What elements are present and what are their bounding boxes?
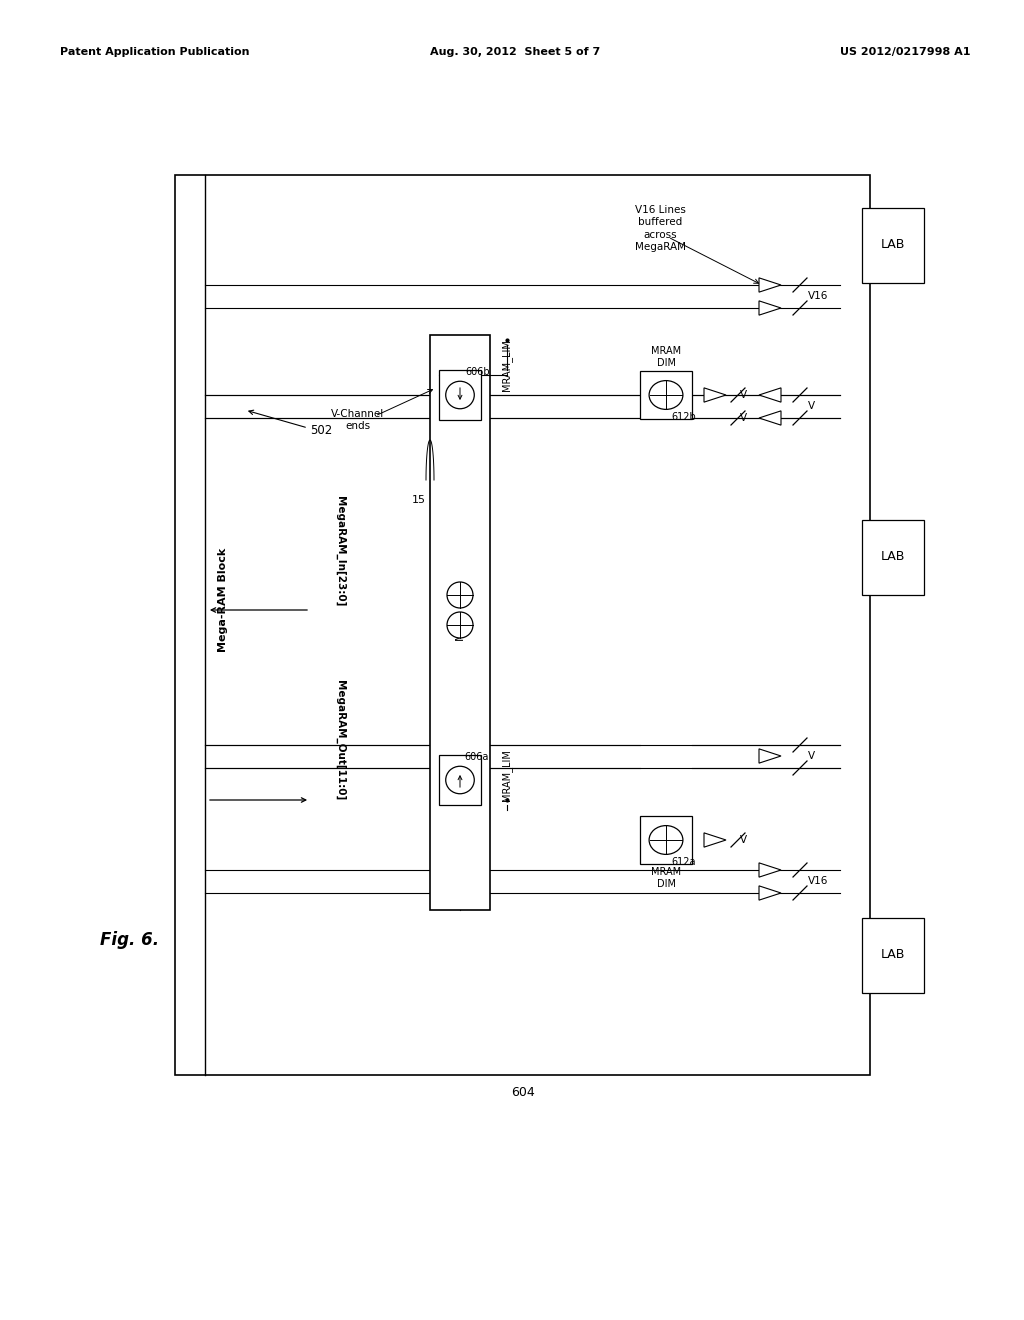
Circle shape [447,612,473,638]
Text: Mega-RAM Block: Mega-RAM Block [218,548,228,652]
Text: V16: V16 [808,876,828,886]
Text: V: V [740,836,748,845]
Bar [439,755,481,805]
Text: Patent Application Publication: Patent Application Publication [60,48,250,57]
Text: MegaRAM_In[23:0]: MegaRAM_In[23:0] [335,495,345,606]
Text: 612b: 612b [671,412,695,422]
Circle shape [447,582,473,609]
Text: 604: 604 [511,1086,535,1100]
Text: V-Channel
ends: V-Channel ends [332,409,385,430]
Polygon shape [759,748,781,763]
Text: MRIM: MRIM [455,610,465,640]
Text: 612a: 612a [671,857,695,867]
Text: LAB: LAB [881,550,905,564]
Text: V: V [740,389,748,400]
Text: V16 Lines
buffered
across
MegaRAM: V16 Lines buffered across MegaRAM [635,205,685,252]
Polygon shape [759,411,781,425]
Text: MRAM_LIM: MRAM_LIM [502,339,512,391]
Ellipse shape [445,766,474,793]
Text: LAB: LAB [881,949,905,961]
Bar [640,371,692,418]
Polygon shape [759,886,781,900]
Ellipse shape [649,380,683,409]
Text: MegaRAM_Out[11:0]: MegaRAM_Out[11:0] [335,680,345,800]
Text: MRAM_LIM: MRAM_LIM [502,748,512,801]
Text: Aug. 30, 2012  Sheet 5 of 7: Aug. 30, 2012 Sheet 5 of 7 [430,48,600,57]
Text: 606a: 606a [464,752,488,762]
Bar [430,335,490,909]
Text: 15: 15 [412,495,426,506]
Text: V: V [740,413,748,422]
Bar [640,816,692,865]
Bar [862,520,924,594]
Polygon shape [705,388,726,403]
Ellipse shape [649,825,683,854]
Text: MRAM
DIM: MRAM DIM [651,346,681,367]
Polygon shape [759,277,781,292]
Bar [862,207,924,282]
Bar [175,176,870,1074]
Text: 502: 502 [310,424,332,437]
Polygon shape [759,301,781,315]
Text: US 2012/0217998 A1: US 2012/0217998 A1 [840,48,970,57]
Text: V16: V16 [808,290,828,301]
Text: LAB: LAB [881,239,905,252]
Text: Fig. 6.: Fig. 6. [100,931,159,949]
Bar [862,917,924,993]
Text: 606b: 606b [465,367,489,378]
Polygon shape [759,863,781,878]
Text: V: V [808,751,815,762]
Polygon shape [759,388,781,403]
Ellipse shape [445,381,474,409]
Polygon shape [705,833,726,847]
Bar [439,370,481,420]
Text: MRAM
DIM: MRAM DIM [651,867,681,888]
Text: V: V [808,401,815,411]
